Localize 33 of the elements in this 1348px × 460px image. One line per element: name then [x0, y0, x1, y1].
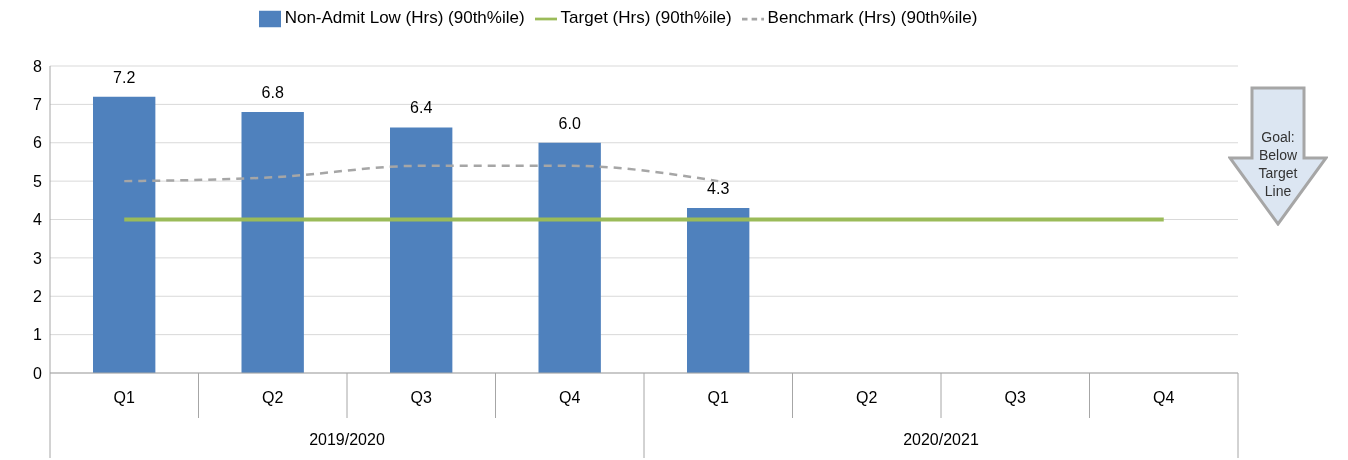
data-label: 6.4 [410, 99, 433, 117]
y-tick-label: 8 [33, 57, 43, 75]
legend-label: Non-Admit Low (Hrs) (90th%ile) [284, 8, 525, 28]
y-tick-label: 5 [33, 172, 43, 190]
data-label: 7.2 [113, 68, 136, 86]
y-tick-label: 7 [33, 96, 43, 114]
x-tick-label: Q3 [1004, 389, 1027, 406]
x-tick-label: Q4 [1153, 389, 1175, 406]
y-tick-label: 6 [33, 134, 43, 152]
data-label: 4.3 [707, 179, 730, 197]
x-tick-label: Q1 [707, 389, 730, 406]
x-tick-label: Q3 [410, 389, 433, 406]
x-tick-label: Q2 [856, 389, 878, 406]
x-tick-label: Q1 [113, 389, 136, 406]
text: 2020/2021 [902, 430, 980, 450]
y-tick-label: 2 [33, 287, 43, 305]
bar [241, 112, 304, 373]
data-label: 6.0 [558, 114, 581, 132]
bar [687, 207, 750, 373]
bar [93, 96, 156, 373]
legend-label: Target (Hrs) (90th%ile) [560, 8, 732, 28]
x-tick-label: Q2 [262, 389, 284, 406]
y-tick-label: 3 [33, 249, 43, 267]
y-tick-label: 4 [33, 211, 43, 229]
bar [390, 127, 453, 373]
legend-label: Benchmark (Hrs) (90th%ile) [767, 8, 978, 28]
y-tick-label: 1 [33, 326, 43, 344]
y-tick-label: 0 [33, 364, 43, 382]
data-label: 6.8 [261, 84, 284, 102]
x-tick-label: Q4 [559, 389, 581, 406]
bar [538, 142, 601, 373]
text: 2019/2020 [308, 430, 386, 450]
text: Goal: Below Target Line [1257, 128, 1299, 200]
